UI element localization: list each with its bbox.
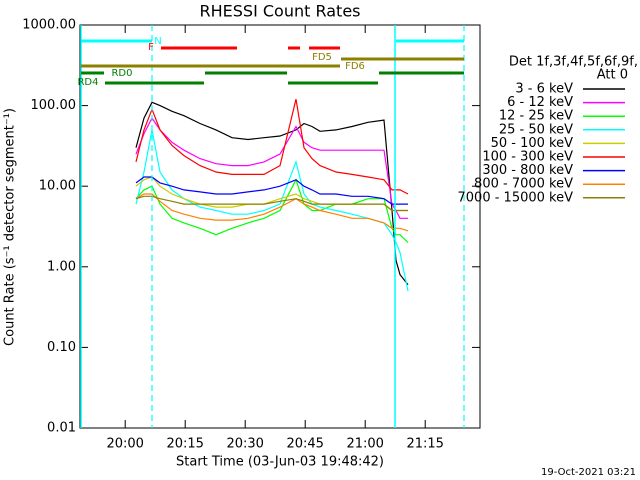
legend-label: 7000 - 15000 keV xyxy=(458,190,574,205)
series-line xyxy=(135,116,408,219)
legend-label: 25 - 50 keV xyxy=(499,122,573,137)
x-tick-label: 20:15 xyxy=(166,437,203,452)
legend-label: 800 - 7000 keV xyxy=(474,177,573,192)
y-tick-label: 10.00 xyxy=(39,179,76,194)
flag-label: FD5 xyxy=(312,52,332,63)
flag-label: F xyxy=(148,42,154,53)
series-line xyxy=(135,195,408,212)
plot-frame xyxy=(79,24,481,429)
legend-label: 6 - 12 keV xyxy=(507,95,573,110)
y-tick-label: 1.00 xyxy=(47,259,76,274)
flag-label: RD0 xyxy=(111,68,132,79)
y-tick-label: 0.01 xyxy=(47,421,76,436)
series-line xyxy=(135,176,408,205)
x-tick-label: 20:00 xyxy=(106,437,143,452)
legend-label: 12 - 25 keV xyxy=(499,109,573,124)
legend-label: 50 - 100 keV xyxy=(491,136,574,151)
legend-header: Att 0 xyxy=(597,68,628,83)
chart-title: RHESSI Count Rates xyxy=(200,2,361,21)
y-tick-label: 100.00 xyxy=(31,98,77,113)
flag-label: FD6 xyxy=(345,61,365,72)
x-tick-label: 20:45 xyxy=(286,437,323,452)
flag-label: N xyxy=(154,36,161,47)
x-axis-label: Start Time (03-Jun-03 19:48:42) xyxy=(176,455,384,470)
legend-label: 3 - 6 keV xyxy=(515,82,573,97)
y-tick-label: 0.10 xyxy=(47,340,76,355)
legend-label: 100 - 300 keV xyxy=(482,150,573,165)
series-line xyxy=(135,193,409,232)
legend-label: 300 - 800 keV xyxy=(482,163,573,178)
x-tick-label: 21:00 xyxy=(346,437,383,452)
series-line xyxy=(135,178,409,243)
x-tick-label: 21:15 xyxy=(406,437,443,452)
y-tick-label: 1000.00 xyxy=(22,18,76,33)
x-tick-label: 20:30 xyxy=(226,437,263,452)
legend-header: Det 1f,3f,4f,5f,6f,9f, xyxy=(509,55,638,70)
series-line xyxy=(135,99,409,195)
flag-label: RD4 xyxy=(77,77,98,88)
timestamp: 19-Oct-2021 03:21 xyxy=(541,467,636,478)
y-axis-label: Count Rate (s⁻¹ detector segment⁻¹) xyxy=(3,108,18,346)
